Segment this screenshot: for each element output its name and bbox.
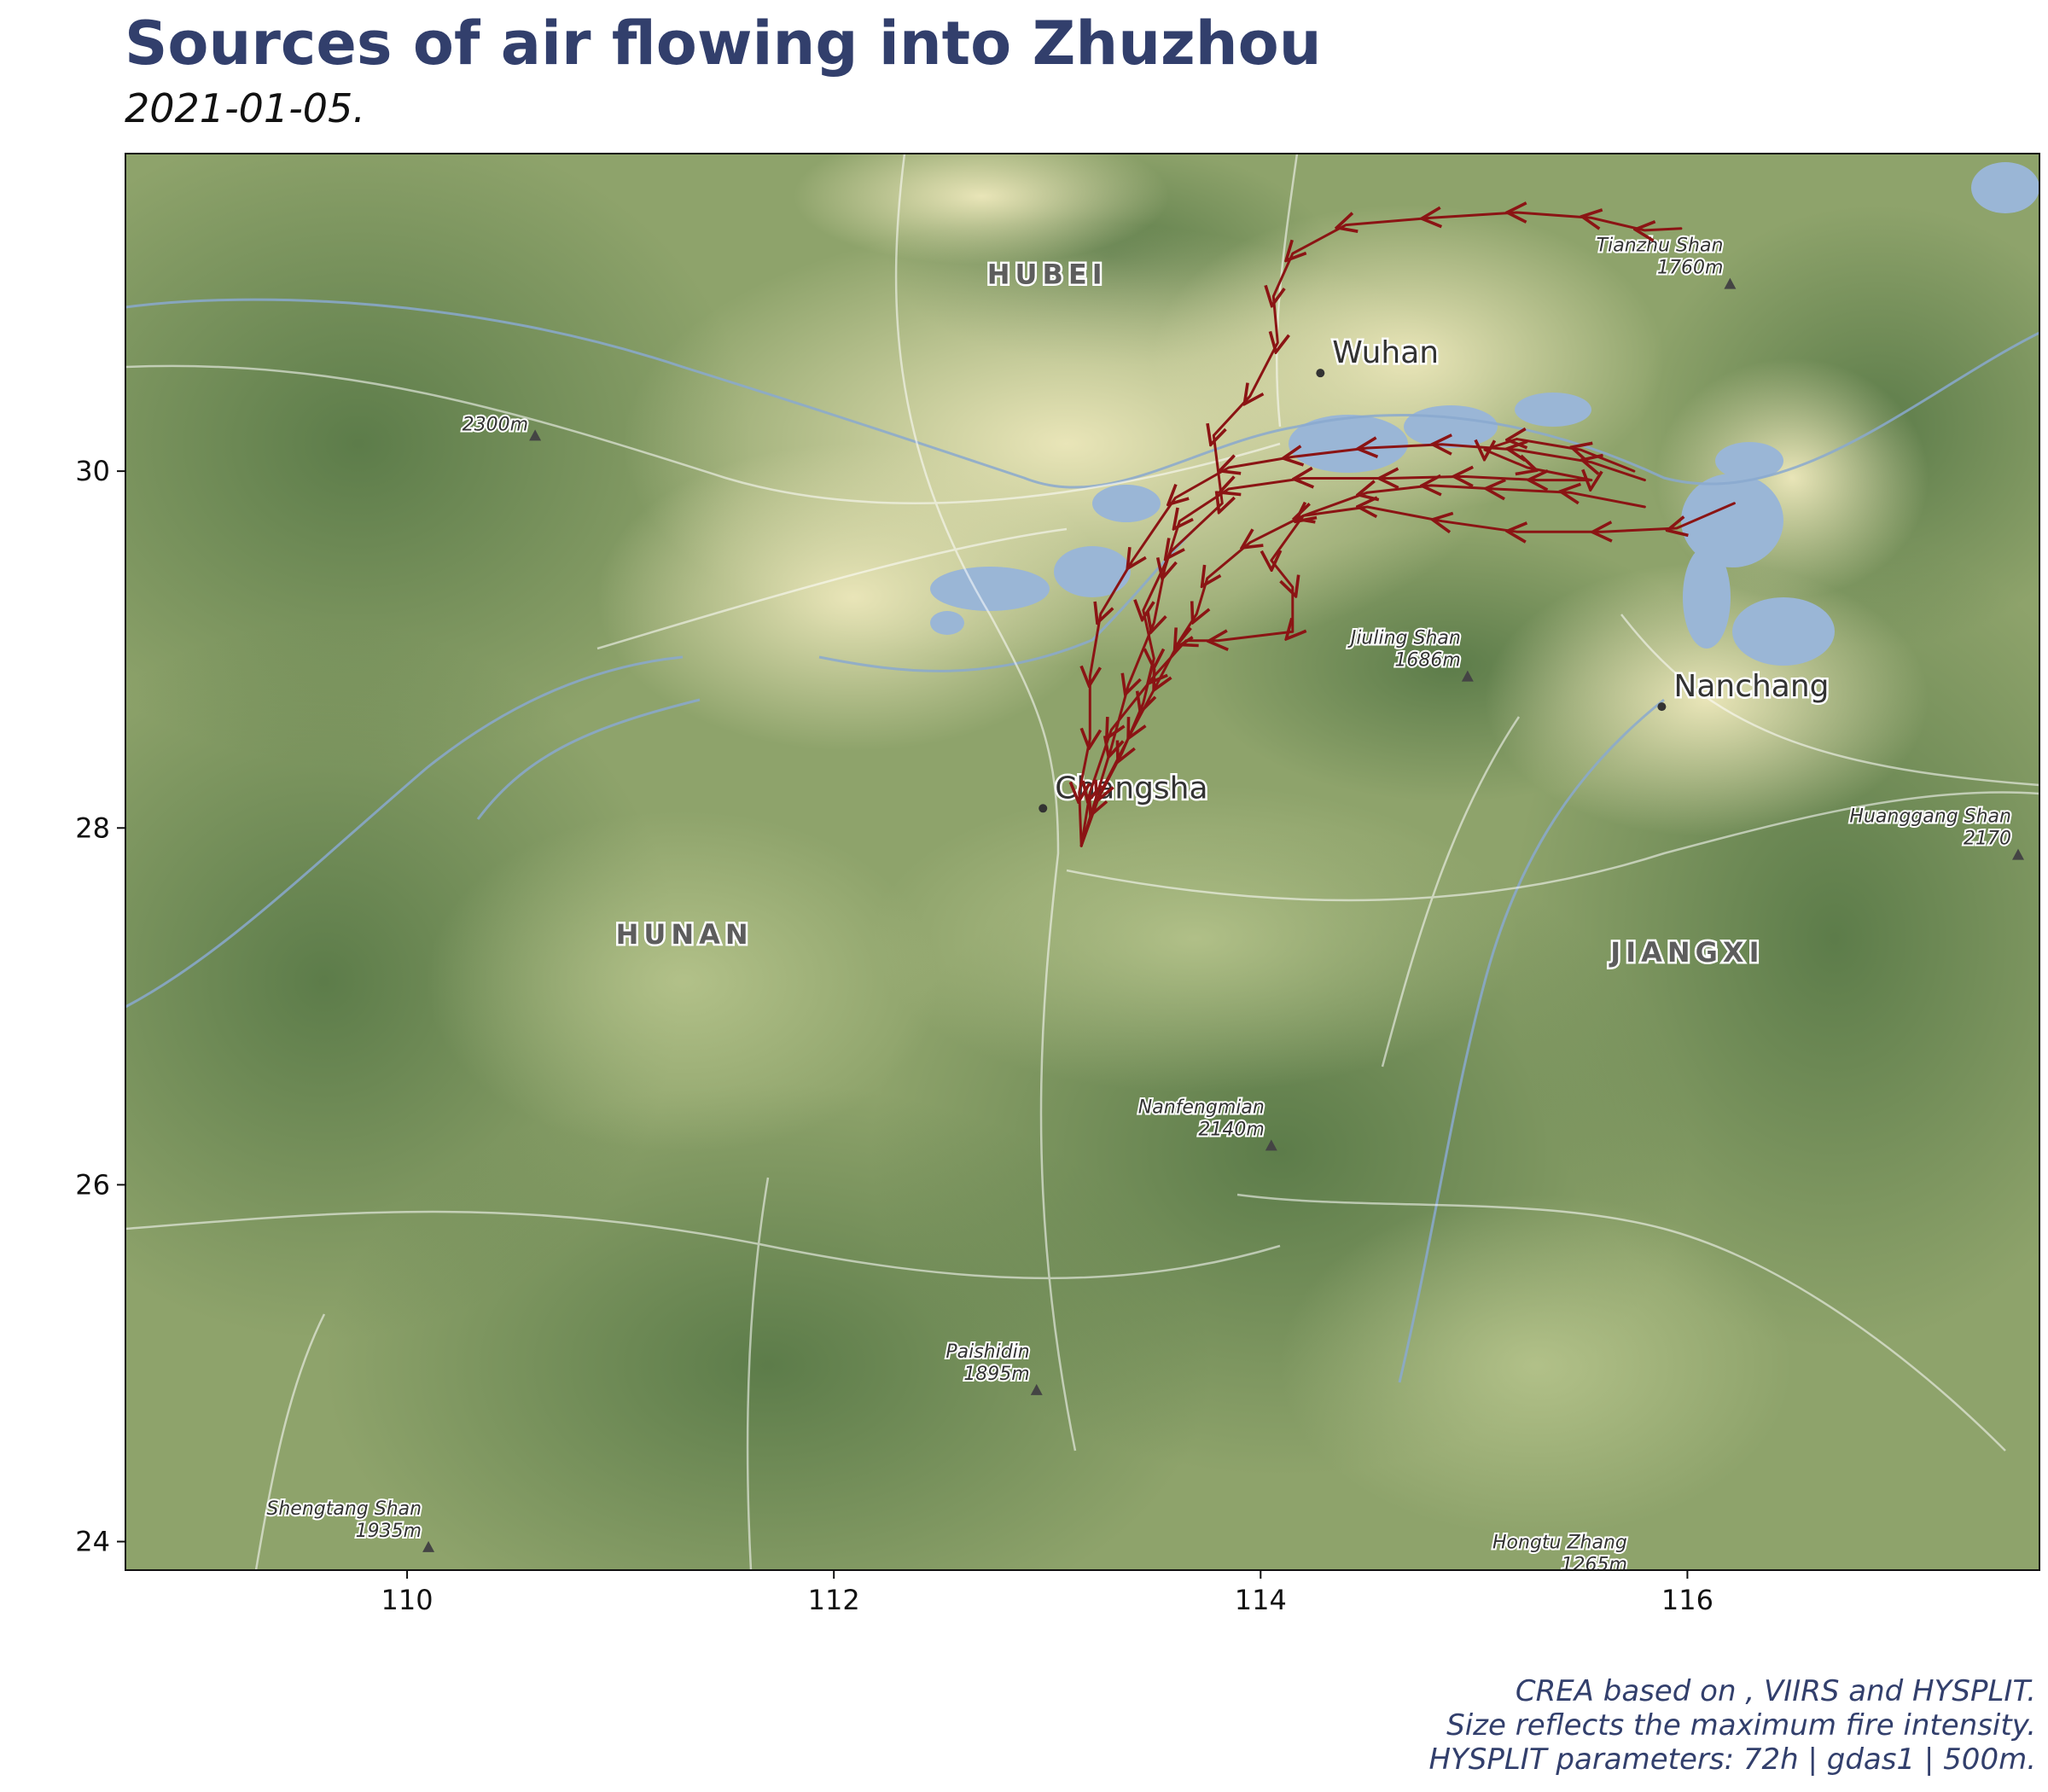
- y-axis: 24 26 28 30: [75, 455, 125, 1558]
- x-tick-label: 112: [808, 1584, 860, 1616]
- peak-name: Paishidin: [945, 1341, 1029, 1363]
- peak-name: Tianzhu Shan: [1597, 236, 1724, 257]
- y-tick-label: 26: [75, 1168, 110, 1201]
- peak-elevation: 1935m: [356, 1521, 422, 1542]
- x-tick-label: 110: [381, 1584, 433, 1616]
- peak-marker-icon: [2011, 848, 2024, 860]
- peak-name: Hongtu Zhang: [1492, 1533, 1627, 1554]
- peak-name: Nanfengmian: [1138, 1097, 1265, 1118]
- peak-elevation: 1265m: [1561, 1555, 1626, 1576]
- caption-line: HYSPLIT parameters: 72h | gdas1 | 500m.: [1428, 1743, 2036, 1777]
- x-tick-label: 114: [1235, 1584, 1287, 1616]
- x-tick-label: 116: [1661, 1584, 1713, 1616]
- peak-marker-icon: [1030, 1383, 1043, 1395]
- region-label: JIANGXI: [1609, 936, 1764, 969]
- city-dot: [1956, 135, 1964, 143]
- peak-elevation: 2140m: [1198, 1119, 1264, 1140]
- peak-marker-icon: [529, 429, 542, 441]
- plot-frame: [125, 153, 2040, 1571]
- city-dot: [1039, 804, 1048, 813]
- caption: CREA based on , VIIRS and HYSPLIT. Size …: [1428, 1674, 2036, 1777]
- peak-elevation: 2170: [1964, 829, 2011, 850]
- map-subtitle: 2021-01-05.: [125, 85, 365, 131]
- peak-marker-icon: [1628, 1575, 1640, 1586]
- peak-elevation: 2300m: [463, 414, 528, 435]
- city-label: Changsha: [1055, 771, 1207, 806]
- region-label: HUNAN: [616, 918, 753, 951]
- y-tick-label: 24: [75, 1526, 110, 1558]
- peak-name: Shengtang Shan: [266, 1498, 422, 1520]
- city-label: Hefei: [1972, 102, 2048, 137]
- peak-marker-icon: [1265, 1139, 1277, 1151]
- caption-line: CREA based on , VIIRS and HYSPLIT.: [1515, 1674, 2036, 1708]
- y-tick-label: 28: [75, 812, 110, 844]
- caption-line: Size reflects the maximum fire intensity…: [1446, 1708, 2036, 1743]
- city-label: Wuhan: [1332, 335, 1439, 370]
- peak-elevation: 1686m: [1394, 650, 1460, 672]
- y-tick-label: 30: [75, 455, 110, 487]
- basemap: [125, 154, 2039, 1570]
- peak-name: Jiuling Shan: [1347, 628, 1461, 649]
- city-label: Nanchang: [1673, 669, 1829, 704]
- peak-name: Huanggang Shan: [1849, 806, 2011, 828]
- peak-marker-icon: [422, 1540, 435, 1552]
- map-title: Sources of air flowing into Zhuzhou: [125, 9, 1322, 79]
- city-dot: [1657, 702, 1667, 712]
- city-dot: [1316, 369, 1325, 378]
- trajectory-line: [1079, 503, 1736, 847]
- peak-marker-icon: [1724, 277, 1737, 289]
- x-axis: 110 112 114 116: [381, 1570, 1713, 1616]
- peak-elevation: 1760m: [1657, 258, 1723, 279]
- region-label: HUBEI: [987, 259, 1108, 291]
- peak-elevation: 1895m: [963, 1364, 1029, 1385]
- trajectories: [1079, 212, 1736, 847]
